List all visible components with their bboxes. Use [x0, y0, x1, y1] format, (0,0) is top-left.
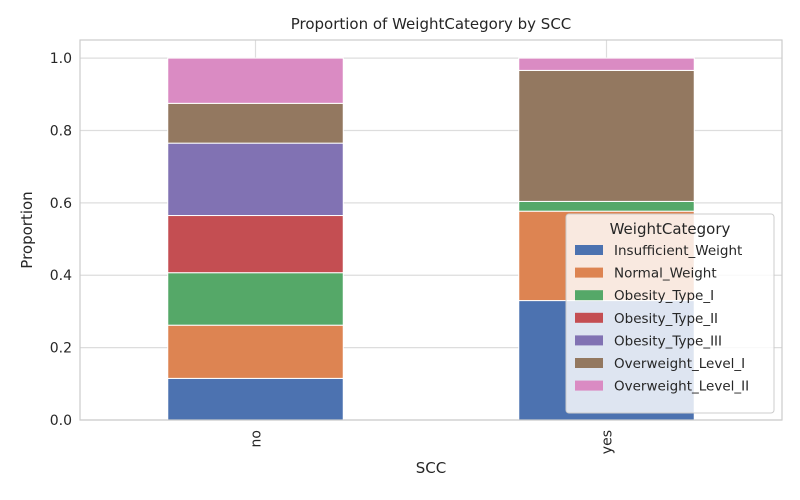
bar-segment-no-normal-weight: [167, 324, 344, 379]
bar-segment-yes-overweight-level-ii: [518, 57, 695, 71]
x-tick-label-no: no: [249, 430, 265, 447]
y-tick-label: 0.8: [50, 123, 72, 139]
legend-swatch-insufficient-weight: [575, 245, 603, 255]
y-tick-labels: 0.0 0.2 0.4 0.6 0.8 1.0: [50, 51, 72, 429]
legend-label-obesity-type-iii: Obesity_Type_III: [614, 333, 722, 349]
chart-title: Proportion of WeightCategory by SCC: [291, 15, 572, 33]
legend: WeightCategory Insufficient_Weight Normal…: [565, 213, 775, 414]
legend-label-overweight-level-ii: Overweight_Level_II: [614, 379, 749, 395]
legend-label-normal-weight: Normal_Weight: [614, 266, 717, 282]
y-tick-label: 0.0: [50, 413, 72, 429]
legend-swatch-normal-weight: [575, 267, 603, 278]
legend-title: WeightCategory: [610, 220, 731, 238]
legend-items: Insufficient_Weight Normal_Weight Obesity_…: [575, 243, 749, 395]
legend-swatch-obesity-type-ii: [575, 312, 603, 323]
legend-label-overweight-level-i: Overweight_Level_I: [614, 356, 745, 372]
bar-segment-yes-overweight-level-i: [518, 69, 695, 202]
legend-swatch-overweight-level-i: [575, 358, 603, 368]
y-tick-label: 1.0: [50, 51, 72, 67]
x-tick-labels: no yes: [249, 430, 616, 454]
x-axis-label: SCC: [416, 459, 446, 477]
legend-label-obesity-type-i: Obesity_Type_I: [614, 288, 714, 304]
bar-segment-no-obesity-type-iii: [167, 142, 344, 217]
y-tick-label: 0.2: [50, 341, 72, 357]
legend-swatch-obesity-type-iii: [575, 335, 603, 346]
y-axis-label: Proportion: [18, 191, 36, 268]
bar-segment-no-overweight-level-i: [167, 102, 344, 144]
legend-label-insufficient-weight: Insufficient_Weight: [614, 243, 742, 259]
bar-segment-yes-obesity-type-i: [518, 200, 695, 212]
bar-segment-no-overweight-level-ii: [167, 57, 344, 104]
x-tick-label-yes: yes: [600, 430, 616, 454]
legend-frame: [565, 213, 775, 414]
bar-segment-no-insufficient-weight: [167, 377, 344, 421]
bar-segment-no-obesity-type-i: [167, 272, 344, 326]
legend-swatch-obesity-type-i: [575, 290, 603, 301]
legend-label-obesity-type-ii: Obesity_Type_II: [614, 311, 718, 327]
legend-swatch-overweight-level-ii: [575, 380, 603, 391]
bar-segment-no-obesity-type-ii: [167, 215, 344, 274]
y-tick-label: 0.6: [50, 196, 72, 212]
y-tick-label: 0.4: [50, 268, 72, 284]
plot-frame: [79, 39, 783, 421]
